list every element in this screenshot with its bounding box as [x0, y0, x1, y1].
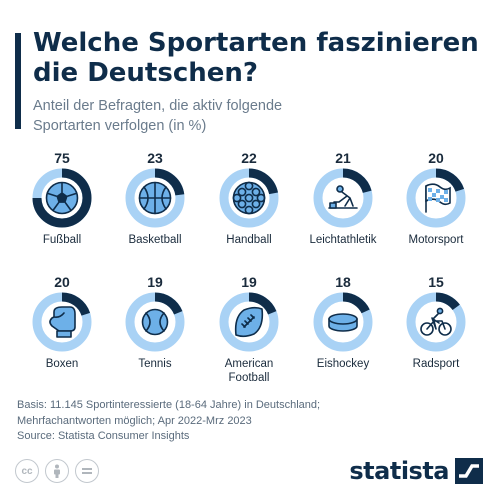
donut-value-arc: [248, 168, 278, 195]
donut-value-arc: [435, 292, 460, 311]
tennis-ball-icon: [141, 308, 169, 336]
icon-holder: [328, 185, 358, 209]
donut-value-arc: [342, 292, 370, 314]
value-label: 22: [241, 150, 257, 166]
donut-leichtathletik: 21 Leichtathletik: [309, 150, 376, 246]
donut-value-arc: [342, 168, 372, 194]
footnote-source: Source: Statista Consumer Insights: [17, 430, 190, 442]
icon-holder: [328, 313, 358, 332]
donut-value-arc: [435, 168, 465, 192]
value-label: 20: [54, 274, 70, 290]
category-label: American Football: [225, 358, 274, 384]
hockey-puck-icon: [328, 313, 358, 332]
category-label: Eishockey: [317, 358, 370, 370]
statista-logo-icon: [455, 458, 483, 484]
donut-radsport: 15 Radsport: [406, 274, 466, 370]
donut-value-arc: [154, 292, 183, 315]
donut-basketball: 23 Basketball: [125, 150, 185, 246]
cyclist-icon: [420, 307, 452, 336]
icon-holder: [141, 308, 169, 336]
checkered-flag-icon: [425, 183, 451, 213]
category-label: Tennis: [138, 358, 171, 370]
donut-fussball: 75 Fußball: [32, 150, 92, 246]
sprinter-icon: [328, 185, 358, 209]
chart-subtitle: Anteil der Befragten, die aktiv folgende…: [33, 98, 283, 134]
category-label: Fußball: [43, 234, 81, 246]
chart-title: Welche Sportarten faszinieren die Deutsc…: [33, 28, 479, 88]
icon-holder: [138, 181, 172, 215]
icon-holder: [234, 306, 264, 338]
icon-holder: [49, 306, 76, 338]
creative-commons-icon[interactable]: cc: [15, 459, 39, 483]
value-label: 21: [335, 150, 351, 166]
icon-holder: [45, 181, 79, 215]
value-label: 20: [428, 150, 444, 166]
basketball-icon: [138, 181, 172, 215]
footnote: Basis: 11.145 Sportinteressierte (18-64 …: [17, 398, 457, 445]
footnote-basis: Basis: 11.145 Sportinteressierte (18-64 …: [17, 399, 321, 411]
no-derivatives-icon[interactable]: [75, 459, 99, 483]
donut-value-arc: [32, 168, 92, 228]
donut-chart-grid: 75 Fußball 23 Basketball 22 Handball 21 Leichta…: [32, 150, 466, 384]
category-label: Boxen: [46, 358, 79, 370]
attribution-icon[interactable]: [45, 459, 69, 483]
value-label: 15: [428, 274, 444, 290]
icon-holder: [232, 181, 266, 215]
category-label: Radsport: [413, 358, 460, 370]
license-icons: cc: [15, 459, 99, 485]
boxing-glove-icon: [49, 306, 76, 338]
category-label: Motorsport: [409, 234, 465, 246]
title-accent-bar: [15, 33, 21, 129]
icon-holder: [420, 307, 452, 336]
value-label: 19: [147, 274, 163, 290]
soccer-ball-icon: [45, 181, 79, 215]
statista-logo[interactable]: statista: [349, 457, 483, 485]
donut-american-football: 19 American Football: [219, 274, 279, 384]
icon-holder: [425, 183, 451, 213]
donut-handball: 22 Handball: [219, 150, 279, 246]
category-label: Handball: [226, 234, 271, 246]
american-football-icon: [234, 306, 264, 338]
footnote-answers: Mehrfachantworten möglich; Apr 2022-Mrz …: [17, 414, 252, 427]
donut-value-arc: [61, 292, 91, 316]
category-label: Leichtathletik: [309, 234, 376, 246]
statista-logo-text: statista: [349, 457, 449, 485]
value-label: 75: [54, 150, 70, 166]
category-label: Basketball: [128, 234, 181, 246]
handball-icon: [232, 181, 266, 215]
donut-motorsport: 20 Motorsport: [406, 150, 466, 246]
donut-tennis: 19 Tennis: [125, 274, 185, 370]
donut-value-arc: [154, 168, 185, 196]
donut-boxen: 20 Boxen: [32, 274, 92, 370]
donut-eishockey: 18 Eishockey: [313, 274, 373, 370]
value-label: 23: [147, 150, 163, 166]
value-label: 19: [241, 274, 257, 290]
donut-value-arc: [248, 292, 277, 315]
value-label: 18: [335, 274, 351, 290]
